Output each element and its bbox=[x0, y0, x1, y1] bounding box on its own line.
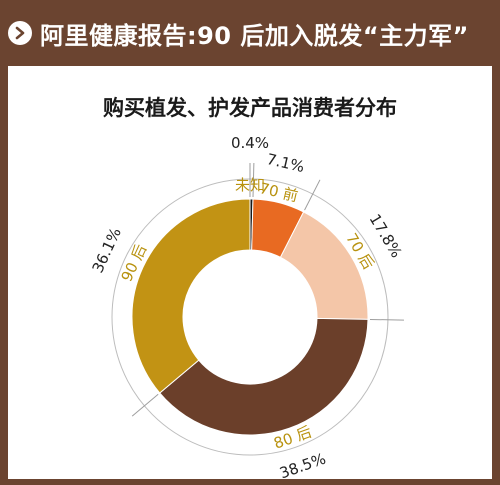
value-label: 7.1% bbox=[265, 150, 306, 176]
value-label: 36.1% bbox=[89, 225, 125, 276]
report-title: 阿里健康报告:90 后加入脱发“主力军” bbox=[40, 21, 469, 50]
slice-boundary-tick bbox=[304, 179, 321, 211]
chevron-right-icon bbox=[8, 21, 32, 45]
donut-slice bbox=[159, 317, 369, 436]
category-label: 未知 bbox=[235, 176, 265, 194]
value-label: 38.5% bbox=[277, 450, 328, 479]
report-header: 阿里健康报告:90 后加入脱发“主力军” bbox=[0, 0, 500, 66]
slice-boundary-tick bbox=[252, 163, 255, 198]
chart-card: 购买植发、护发产品消费者分布 未知 0.4% 70 前 7.1% 70 后 17.8% 80… bbox=[8, 66, 492, 479]
value-label: 0.4% bbox=[231, 134, 269, 152]
chart-title: 购买植发、护发产品消费者分布 bbox=[103, 96, 397, 120]
donut-slice bbox=[131, 198, 251, 394]
donut-chart: 未知0.4%70 前7.1%70 后17.8%80 后38.5%90 后36.1… bbox=[89, 134, 406, 479]
slice-boundary-tick bbox=[131, 393, 159, 417]
slice-boundary-tick bbox=[369, 318, 404, 321]
